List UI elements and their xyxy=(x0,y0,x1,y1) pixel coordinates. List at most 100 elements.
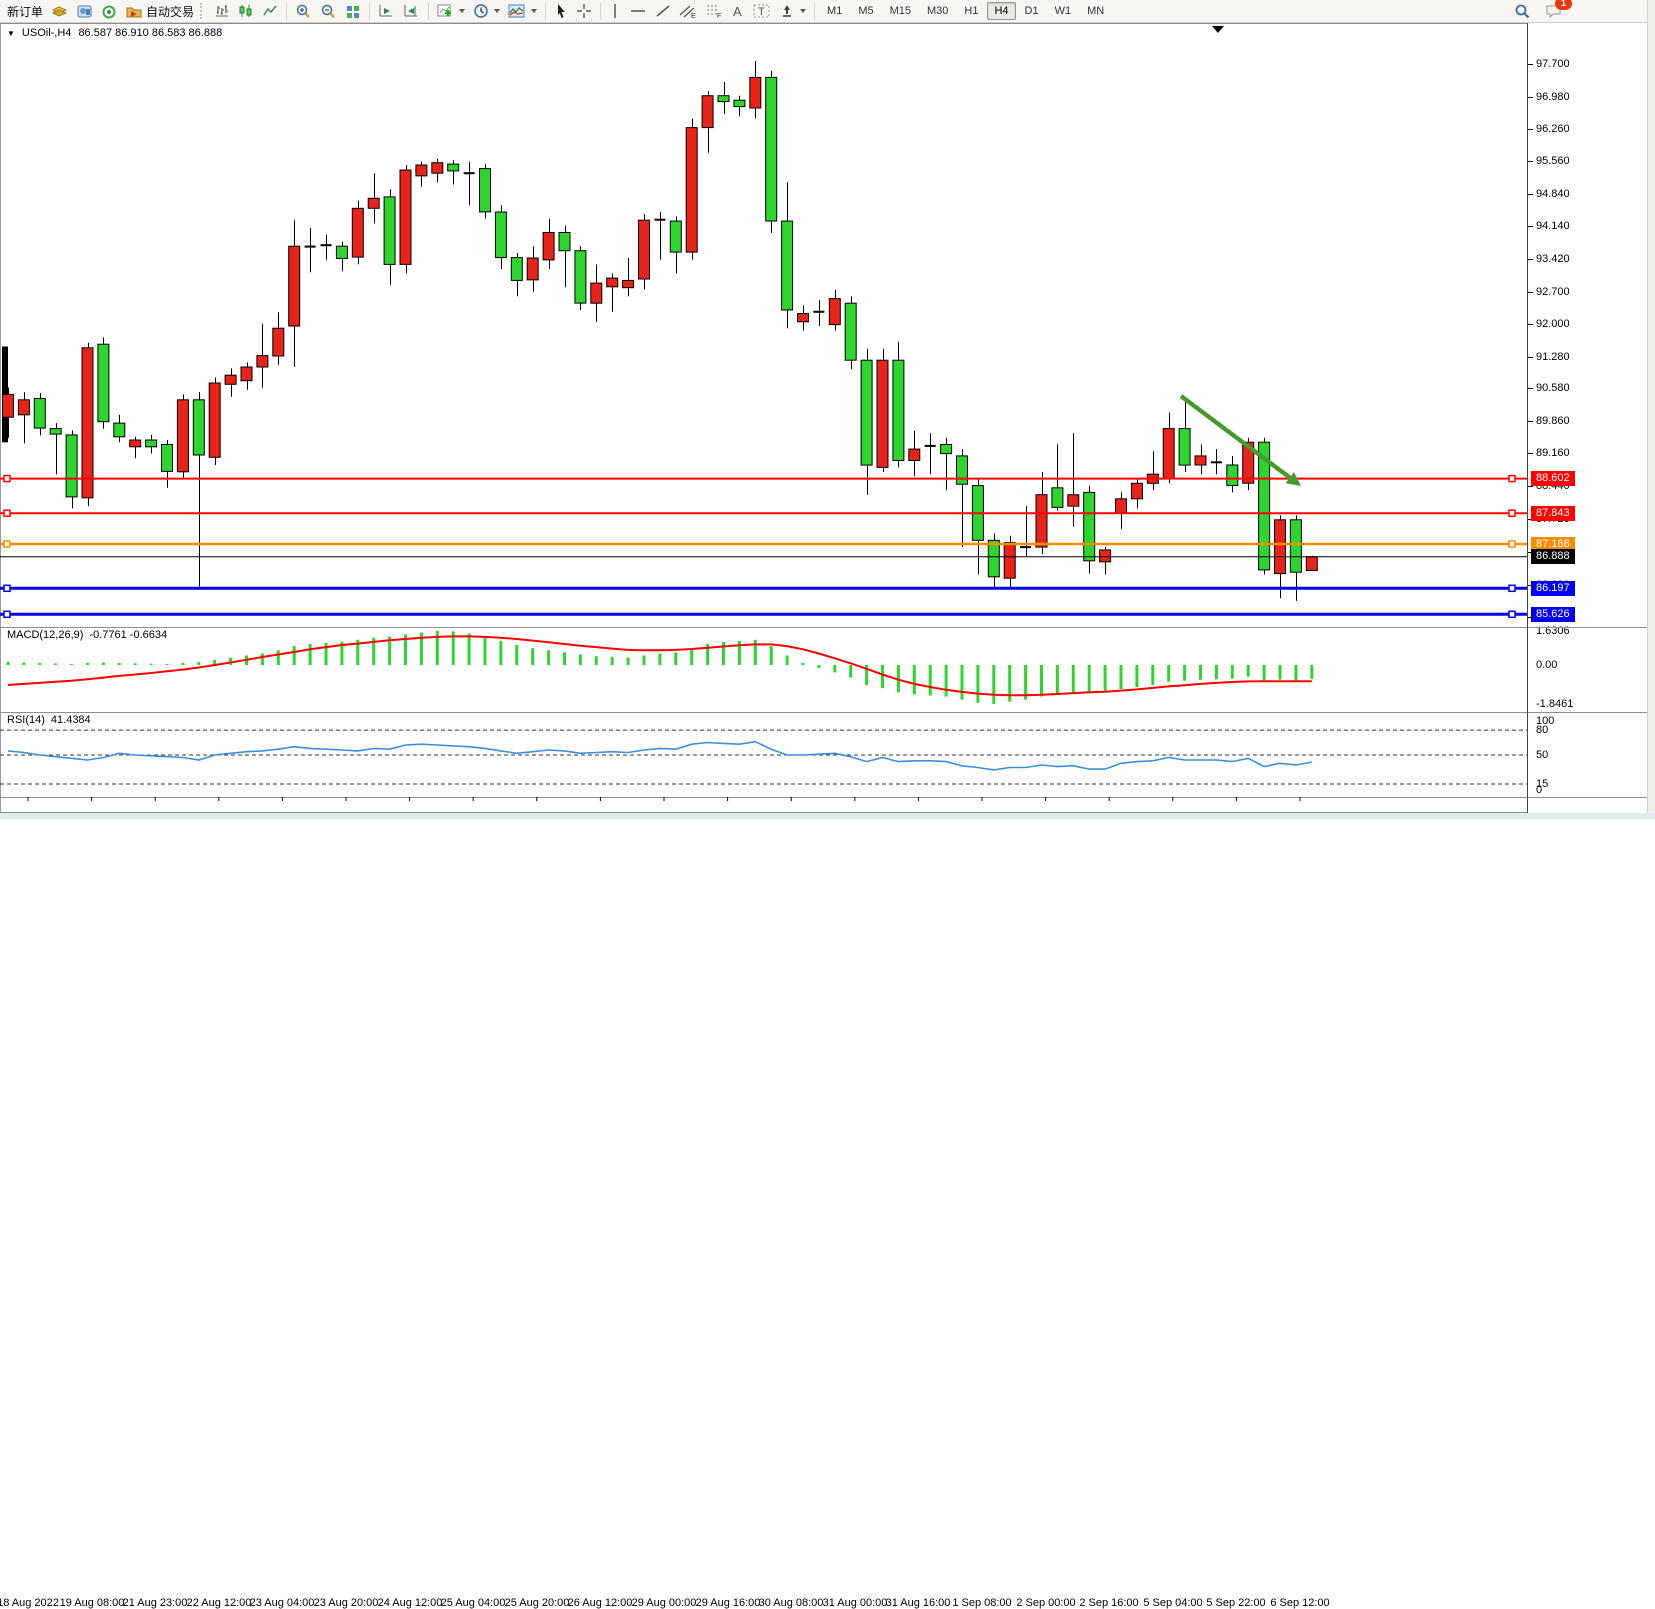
price-axis[interactable]: 97.700 96.980 96.260 95.560 94.840 94.140 93.4… xyxy=(1527,23,1648,813)
chevron-down-icon xyxy=(494,9,501,13)
chart-shift-button[interactable] xyxy=(399,1,424,21)
crosshair-icon xyxy=(577,4,592,18)
zoom-out-icon xyxy=(321,4,335,18)
price-tick-label: 93.420 xyxy=(1536,253,1570,265)
fibonacci-button[interactable]: F xyxy=(701,1,727,21)
text-button[interactable]: A xyxy=(727,1,749,21)
price-tick-mark xyxy=(1528,486,1533,487)
hline-86.197[interactable] xyxy=(0,584,1527,593)
time-axis[interactable]: 18 Aug 2022 19 Aug 08:00 21 Aug 23:00 22 Au… xyxy=(0,797,1527,1609)
toolbar-right-group: 1 xyxy=(1510,0,1655,21)
hline-88.602[interactable] xyxy=(0,474,1527,483)
trend-arrow[interactable] xyxy=(1179,394,1301,486)
templates-button[interactable] xyxy=(504,1,541,21)
chart-symbol-period: USOil-,H4 xyxy=(21,27,72,39)
price-line-badge-88.602: 88.602 xyxy=(1531,471,1575,486)
timeframe-m5-button[interactable]: M5 xyxy=(858,5,874,17)
price-tick-label: 89.860 xyxy=(1536,415,1570,427)
time-axis-label: 21 Aug 23:00 xyxy=(122,1597,188,1609)
notifications-button[interactable]: 1 xyxy=(1541,0,1572,21)
macd-current-values: -0.7761 -0.6634 xyxy=(89,629,168,641)
horizontal-line-button[interactable] xyxy=(625,1,651,21)
price-line-badge-86.197: 86.197 xyxy=(1531,581,1575,596)
timeframe-mn-button[interactable]: MN xyxy=(1087,5,1105,17)
price-line-badge-87.168: 87.168 xyxy=(1531,537,1575,552)
timeframe-m30-button[interactable]: M30 xyxy=(927,5,949,17)
chart-window xyxy=(0,23,1647,813)
hline-87.843[interactable] xyxy=(0,509,1527,517)
zoom-out-button[interactable] xyxy=(316,1,341,21)
crosshair-button[interactable] xyxy=(572,1,596,21)
market-watch-button[interactable] xyxy=(72,1,97,21)
main-toolbar: 新订单 自动交易 xyxy=(0,0,1655,23)
price-chart-canvas[interactable] xyxy=(0,23,1527,813)
panel-separator[interactable] xyxy=(1528,627,1648,628)
market-watch-icon xyxy=(77,5,92,17)
auto-scroll-button[interactable] xyxy=(374,1,399,21)
rsi-name: RSI(14) xyxy=(7,714,45,726)
price-tick-mark xyxy=(1528,388,1533,389)
indicators-button[interactable] xyxy=(433,1,469,21)
channel-icon: E xyxy=(679,5,696,19)
timeframe-m15-button[interactable]: M15 xyxy=(889,5,911,17)
candlestick-chart-button[interactable] xyxy=(234,1,258,21)
timeframe-d1-button[interactable]: D1 xyxy=(1024,5,1039,17)
toolbar-separator xyxy=(428,2,430,20)
window-right-edge xyxy=(1647,0,1655,819)
timeframe-w1-button[interactable]: W1 xyxy=(1054,5,1072,17)
cursor-button[interactable] xyxy=(550,1,572,21)
price-tick-mark xyxy=(1528,161,1533,162)
trendline-button[interactable] xyxy=(651,1,675,21)
line-chart-button[interactable] xyxy=(258,1,282,21)
hline-87.168[interactable] xyxy=(0,540,1527,548)
price-tick-mark xyxy=(1528,226,1533,227)
price-tick-mark xyxy=(1528,259,1533,260)
price-tick-label: 91.280 xyxy=(1536,351,1570,363)
chart-collapse-icon[interactable]: ▼ xyxy=(7,28,15,38)
indicators-icon xyxy=(437,4,452,17)
search-icon xyxy=(1515,4,1530,18)
channel-button[interactable]: E xyxy=(675,1,701,21)
toolbar-separator xyxy=(600,2,602,20)
timeframe-h4-button[interactable]: H4 xyxy=(987,2,1016,20)
horizontal-line-icon xyxy=(631,10,646,12)
panel-separator[interactable] xyxy=(1528,712,1648,713)
signal-button[interactable] xyxy=(97,1,121,21)
zoom-in-button[interactable] xyxy=(291,1,316,21)
navigator-button[interactable] xyxy=(47,1,72,21)
price-tick-mark xyxy=(1528,585,1533,586)
price-tick-label: 96.980 xyxy=(1536,91,1570,103)
time-axis-label: 23 Aug 20:00 xyxy=(313,1597,379,1609)
text-label-button[interactable]: T xyxy=(749,1,775,21)
price-tick-label: 92.700 xyxy=(1536,286,1570,298)
new-order-button[interactable]: 新订单 xyxy=(3,1,47,21)
tile-windows-icon xyxy=(347,5,360,18)
periods-button[interactable] xyxy=(469,1,504,21)
price-tick-mark xyxy=(1528,194,1533,195)
tile-windows-button[interactable] xyxy=(341,1,365,21)
search-button[interactable] xyxy=(1510,1,1535,21)
time-axis-label: 5 Sep 04:00 xyxy=(1143,1597,1203,1609)
price-tick-mark xyxy=(1528,357,1533,358)
timeframe-group: M1 M5 M15 M30 H1 H4 D1 W1 MN xyxy=(819,2,1112,20)
timeframe-m1-button[interactable]: M1 xyxy=(827,5,843,17)
macd-label: MACD(12,26,9) -0.7761 -0.6634 xyxy=(7,629,167,641)
arrows-button[interactable] xyxy=(775,1,810,21)
price-tick-mark xyxy=(1528,129,1533,130)
bar-chart-icon xyxy=(216,5,229,17)
hline-85.626[interactable] xyxy=(0,610,1527,619)
autotrade-label: 自动交易 xyxy=(146,4,195,19)
time-axis-label: 22 Aug 12:00 xyxy=(186,1597,252,1609)
price-tick-mark xyxy=(1528,97,1533,98)
price-line-badge-85.626: 85.626 xyxy=(1531,607,1575,622)
vertical-line-button[interactable] xyxy=(605,1,625,21)
fibonacci-icon: F xyxy=(707,5,721,19)
time-axis-label: 23 Aug 04:00 xyxy=(249,1597,315,1609)
timeframe-h1-button[interactable]: H1 xyxy=(964,5,979,17)
autotrade-button[interactable]: 自动交易 xyxy=(121,1,198,21)
bar-chart-button[interactable] xyxy=(210,1,234,21)
macd-signal-line xyxy=(7,635,1312,697)
panel-separator[interactable] xyxy=(1528,797,1648,798)
time-axis-label: 25 Aug 20:00 xyxy=(504,1597,570,1609)
clock-icon xyxy=(474,4,488,18)
